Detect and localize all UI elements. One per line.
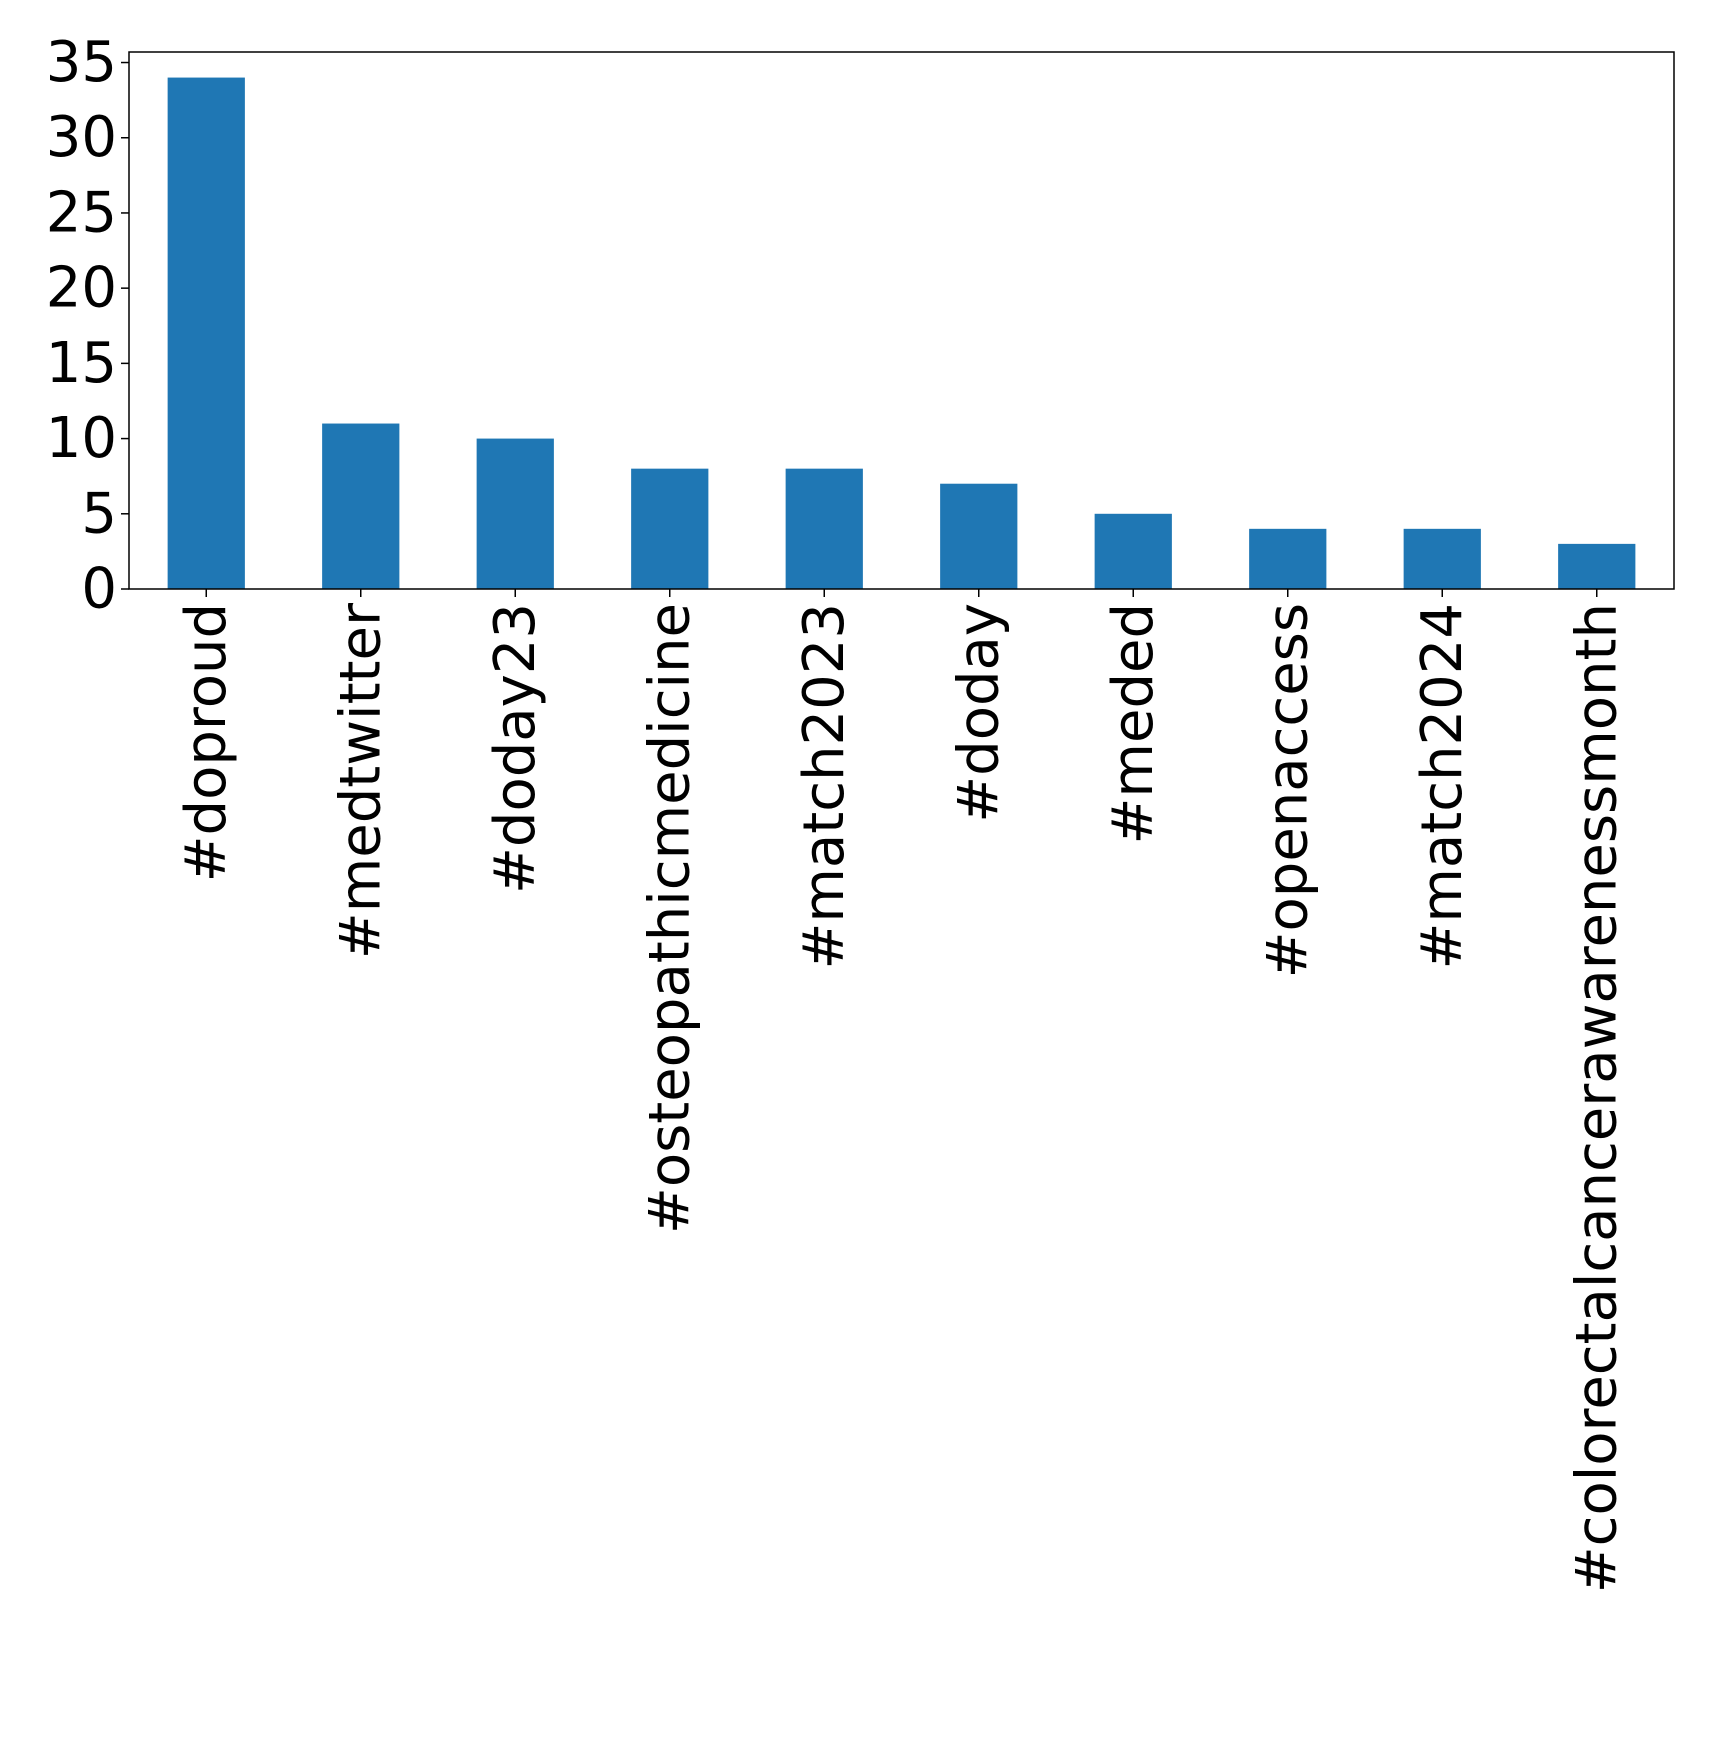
bar-openaccess — [1249, 528, 1327, 589]
bars-layer — [167, 77, 1636, 589]
y-tick-label: 25 — [46, 180, 117, 245]
y-axis: 0 5 10 15 20 25 30 35 — [46, 30, 129, 622]
y-tick-label: 5 — [81, 481, 117, 546]
x-axis: #doproud #medtwitter #doday23 #osteopathicm… — [174, 589, 1629, 1593]
bar-doproud — [167, 77, 245, 589]
bar-colorectalcancerawarenessmonth — [1558, 543, 1636, 589]
bar-medtwitter — [322, 423, 400, 589]
y-tick-label: 30 — [46, 105, 117, 170]
x-tick-label: #match2023 — [792, 603, 857, 970]
y-tick-label: 35 — [46, 30, 117, 95]
plot-frame — [128, 51, 1675, 590]
y-tick-label: 0 — [81, 557, 117, 622]
x-tick-label: #doday23 — [483, 603, 548, 894]
bar-match2023 — [785, 468, 863, 589]
x-tick-label: #meded — [1101, 603, 1166, 844]
bar-match2024 — [1403, 528, 1481, 589]
x-tick-label: #doproud — [174, 603, 239, 882]
y-tick-label: 20 — [46, 256, 117, 321]
y-tick-label: 15 — [46, 331, 117, 396]
x-tick-label: #doday — [946, 603, 1011, 823]
x-tick-label: #openaccess — [1255, 603, 1320, 978]
x-tick-label: #osteopathicmedicine — [637, 603, 702, 1234]
bar-doday — [940, 483, 1018, 589]
y-tick-label: 10 — [46, 406, 117, 471]
bar-meded — [1094, 513, 1172, 589]
bar-doday23 — [476, 438, 554, 589]
x-tick-label: #colorectalcancerawarenessmonth — [1564, 603, 1629, 1593]
x-tick-label: #medtwitter — [328, 602, 393, 959]
x-tick-label: #match2024 — [1410, 603, 1475, 970]
bar-osteopathicmedicine — [631, 468, 709, 589]
